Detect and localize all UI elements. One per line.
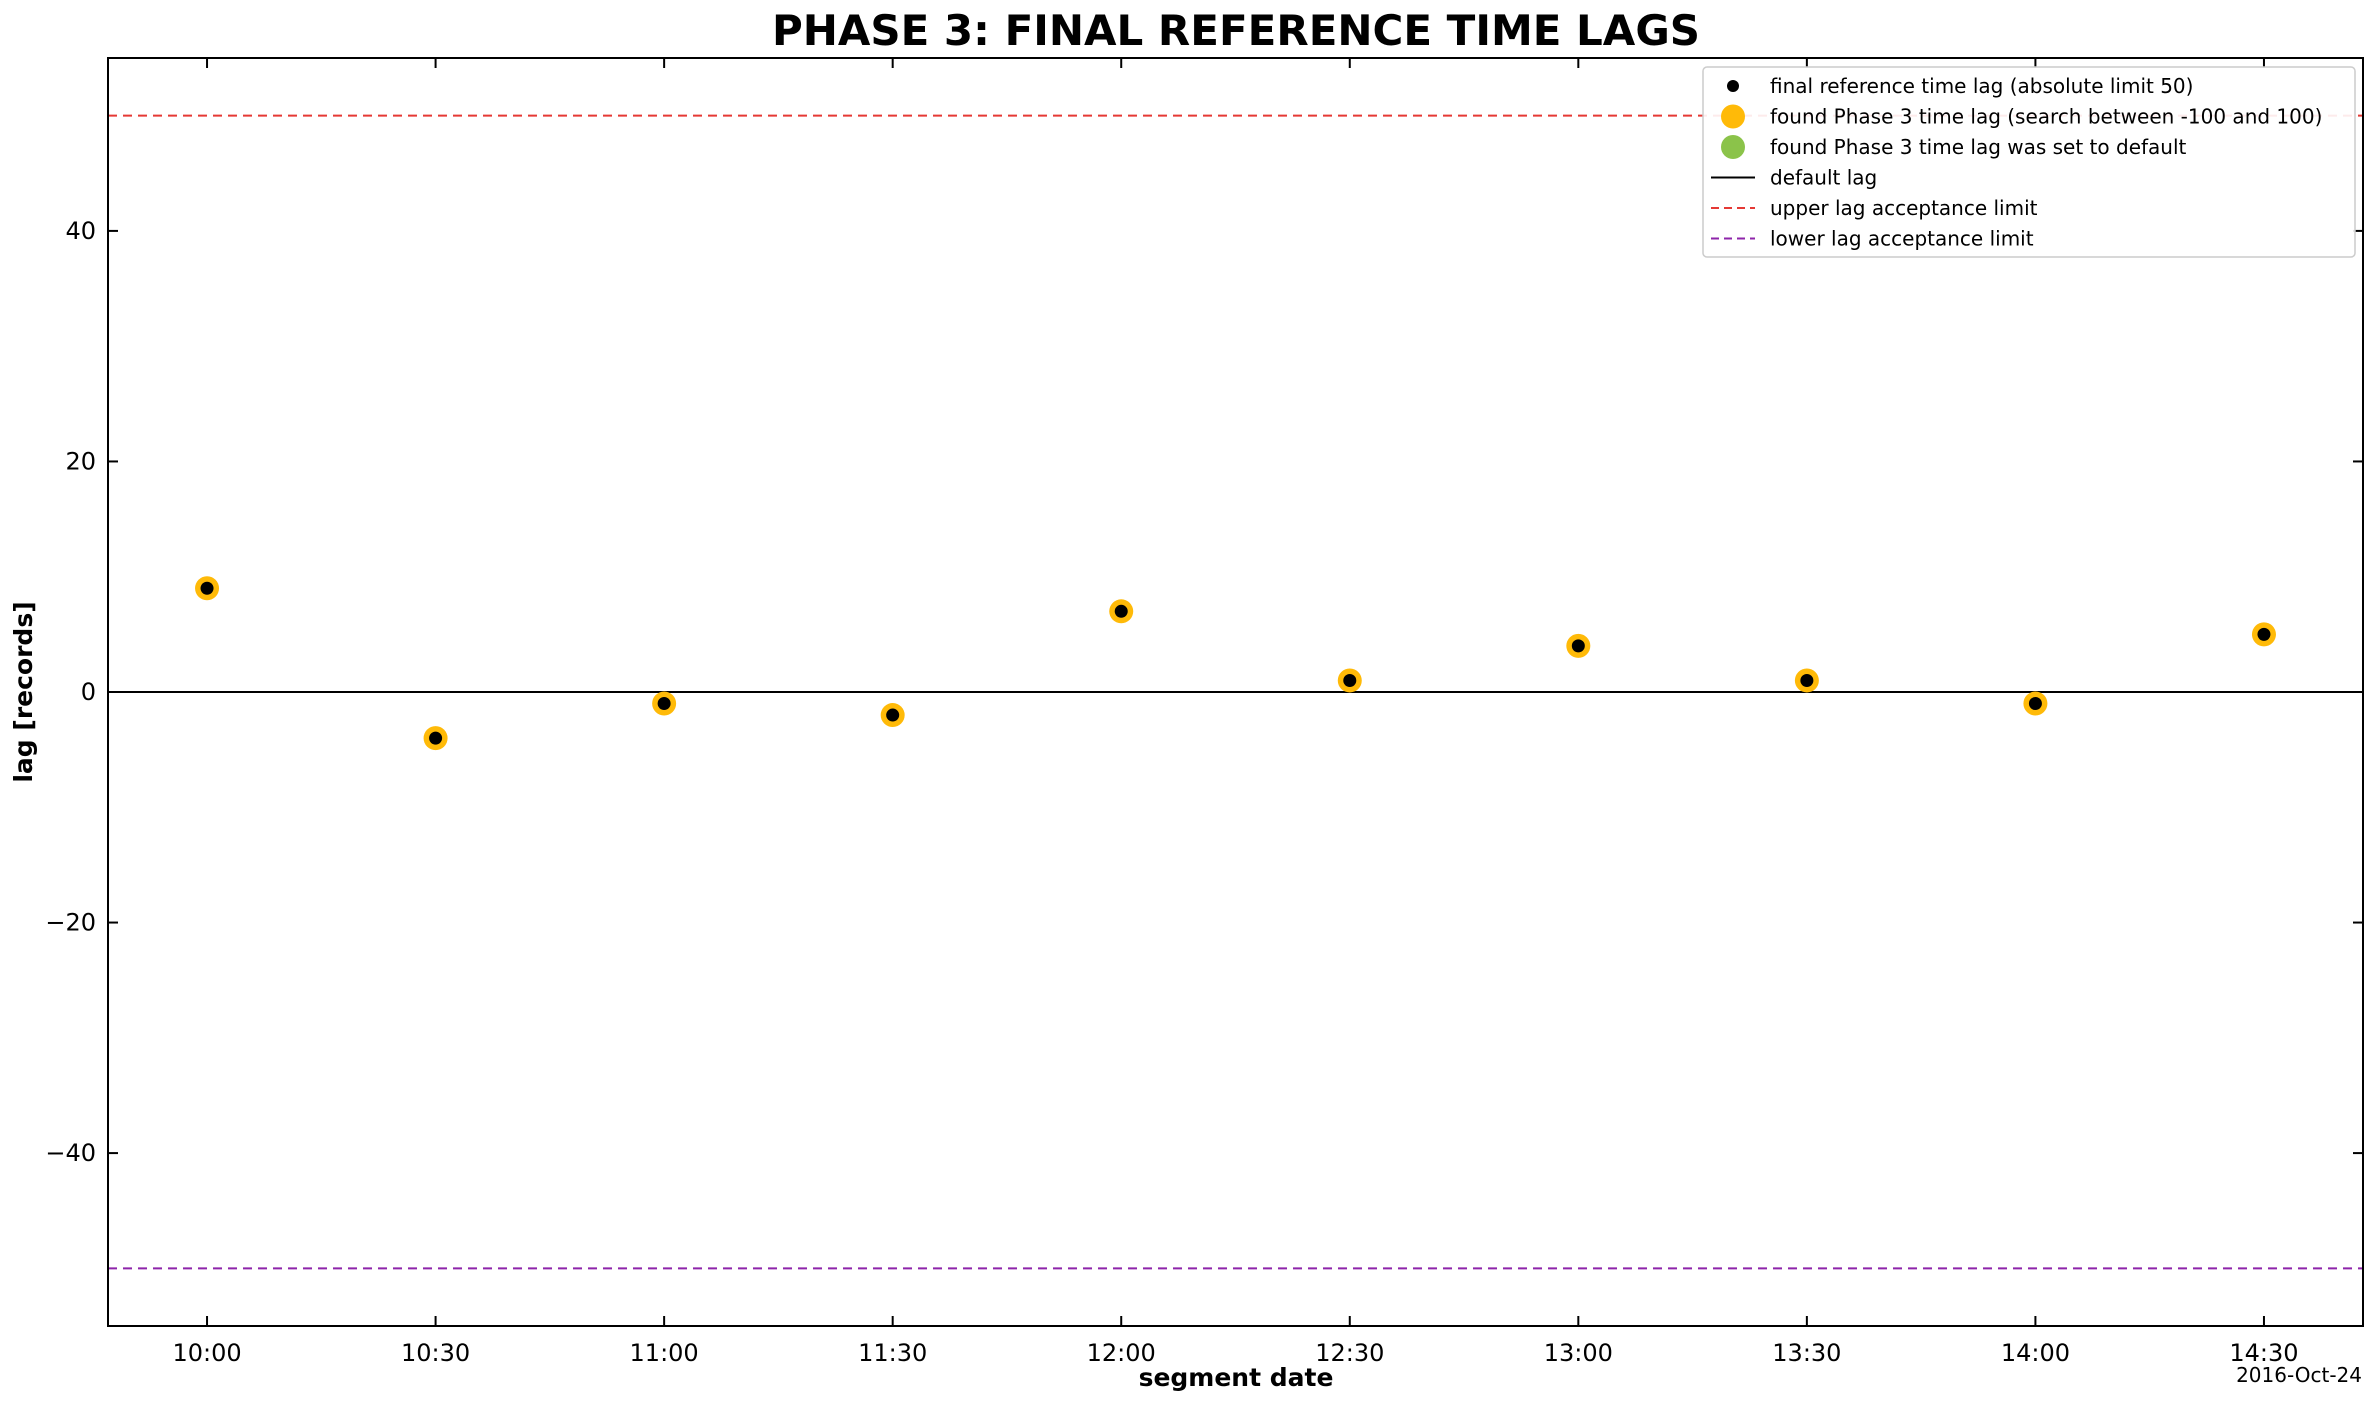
- x-tick-label: 12:00: [1087, 1339, 1156, 1367]
- x-axis-label: segment date: [1139, 1363, 1334, 1392]
- final-lag-point: [1114, 604, 1128, 618]
- y-axis-label: lag [records]: [9, 601, 38, 782]
- x-tick-label: 14:00: [2001, 1339, 2070, 1367]
- final-lag-point: [200, 581, 214, 595]
- y-axis: −40 −20 0 20 40: [45, 217, 2363, 1167]
- legend-marker: [1721, 104, 1745, 129]
- final-lag-point: [1800, 673, 1814, 687]
- x-tick-label: 14:30: [2229, 1339, 2298, 1367]
- date-note: 2016-Oct-24: [2236, 1363, 2362, 1387]
- final-lag-point: [2028, 697, 2042, 711]
- final-lag-point: [1343, 673, 1357, 687]
- legend: final reference time lag (absolute limit…: [1702, 66, 2356, 258]
- legend-label: upper lag acceptance limit: [1770, 196, 2038, 220]
- final-lag-point: [886, 708, 900, 722]
- final-lag-point: [2257, 627, 2271, 641]
- final-lag-point: [1571, 639, 1585, 653]
- x-tick-label: 12:30: [1315, 1339, 1384, 1367]
- legend-label: lower lag acceptance limit: [1770, 227, 2034, 251]
- legend-label: final reference time lag (absolute limit…: [1770, 74, 2193, 98]
- final-lag-point: [657, 697, 671, 711]
- x-tick-label: 13:00: [1544, 1339, 1613, 1367]
- x-tick-label: 11:30: [858, 1339, 927, 1367]
- x-tick-label: 10:30: [401, 1339, 470, 1367]
- y-tick-label: −20: [45, 909, 96, 937]
- y-tick-label: 40: [65, 217, 96, 245]
- legend-marker: [1727, 80, 1739, 92]
- y-tick-label: −40: [45, 1139, 96, 1167]
- legend-label: found Phase 3 time lag (search between -…: [1770, 105, 2322, 129]
- x-tick-label: 11:00: [630, 1339, 699, 1367]
- reference-lines: [108, 114, 2363, 1270]
- x-axis: 10:00 10:30 11:00 11:30 12:00 12:30 13:00 13:30…: [172, 58, 2299, 1367]
- y-tick-label: 0: [81, 678, 96, 706]
- final-lag-point: [429, 731, 443, 745]
- legend-label: found Phase 3 time lag was set to defaul…: [1770, 135, 2187, 159]
- legend-label: default lag: [1770, 166, 1877, 190]
- legend-box: [1702, 66, 2356, 258]
- y-tick-label: 20: [65, 447, 96, 475]
- chart-title: PHASE 3: FINAL REFERENCE TIME LAGS: [772, 6, 1700, 55]
- x-tick-label: 13:30: [1772, 1339, 1841, 1367]
- x-tick-label: 10:00: [172, 1339, 241, 1367]
- data-points: [195, 576, 2276, 751]
- legend-marker: [1721, 135, 1745, 159]
